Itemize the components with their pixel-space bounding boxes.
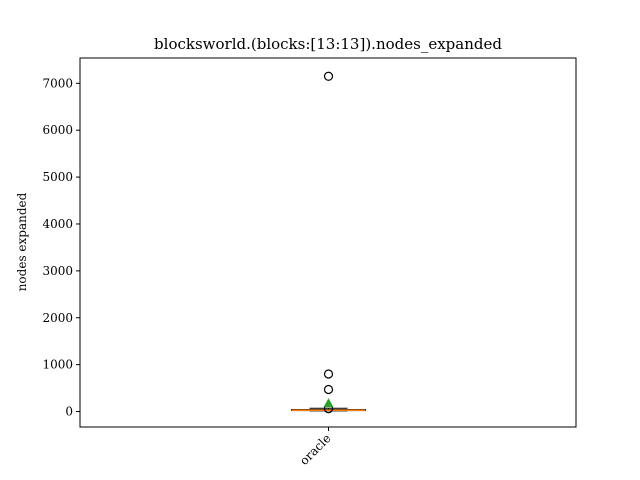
chart-title: blocksworld.(blocks:[13:13]).nodes_expan… <box>154 35 502 53</box>
y-tick-label: 6000 <box>42 123 73 137</box>
x-tick-label: oracle <box>297 431 334 468</box>
y-axis-label: nodes expanded <box>15 192 29 291</box>
y-axis: 0 1000 2000 3000 4000 5000 6000 7000 <box>42 76 80 419</box>
outlier-point <box>323 71 334 81</box>
y-tick-label: 1000 <box>42 358 73 372</box>
x-axis: oracle <box>297 427 334 468</box>
plot-area <box>79 57 577 428</box>
y-tick-label: 4000 <box>42 217 73 231</box>
mean-marker <box>323 398 334 408</box>
y-tick-label: 3000 <box>42 264 73 278</box>
y-tick-label: 7000 <box>42 76 73 90</box>
y-tick-label: 0 <box>65 405 73 419</box>
outlier-point <box>323 384 334 395</box>
y-tick-label: 5000 <box>42 170 73 184</box>
boxes-layer <box>291 71 366 414</box>
y-tick-label: 2000 <box>42 311 73 325</box>
outlier-point <box>323 369 334 379</box>
